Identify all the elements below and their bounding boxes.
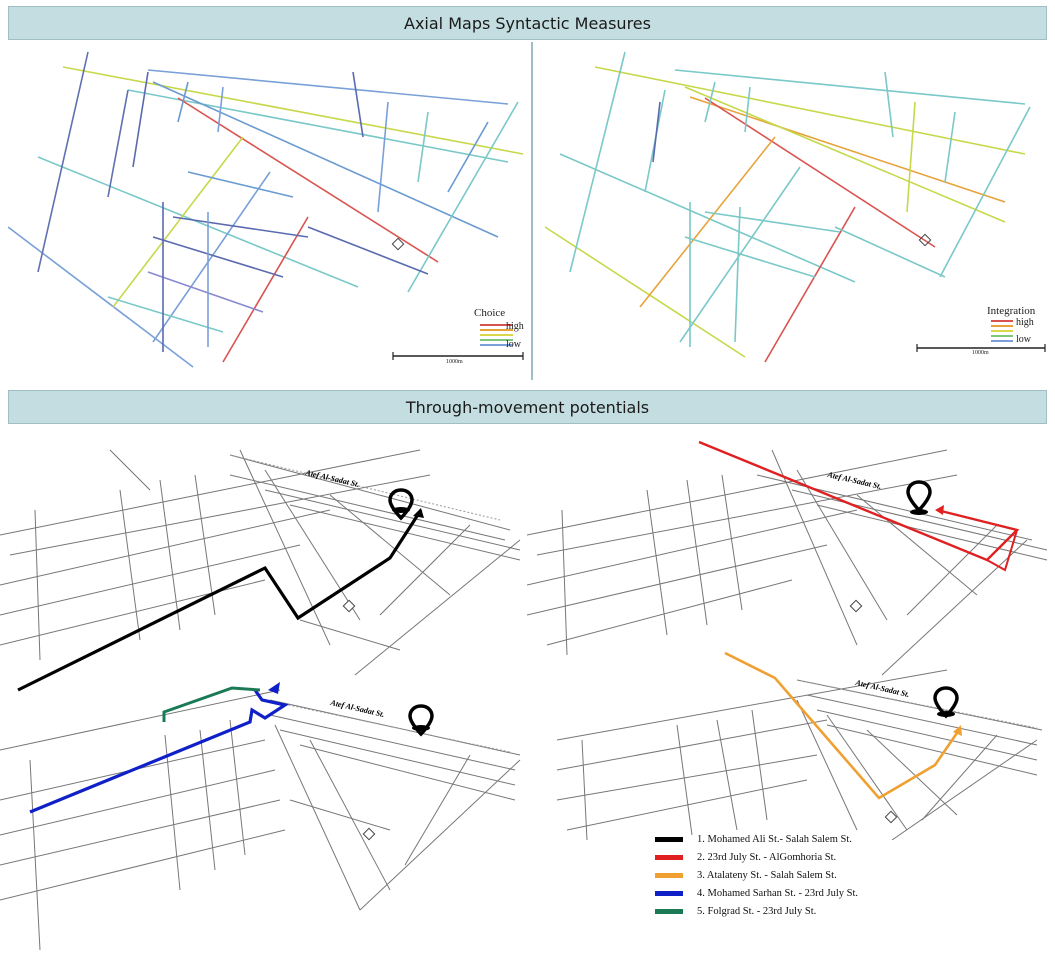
route-legend-item-1: 1. Mohamed Ali St.- Salah Salem St.: [655, 830, 955, 848]
route-legend-item-3: 3. Atalateny St. - Salah Salem St.: [655, 866, 955, 884]
integration-legend-low: low: [1016, 334, 1031, 345]
route-swatch-3: [655, 872, 683, 878]
choice-map-drawing: [8, 51, 524, 368]
section-header-axial-maps: Axial Maps Syntactic Measures: [8, 6, 1047, 40]
choice-legend-title: Choice: [474, 307, 506, 319]
route-swatch-2: [655, 854, 683, 860]
route-swatch-1: [655, 836, 683, 842]
panel-divider: [531, 42, 533, 380]
route-map-3: Atef Al-Sadat St.: [0, 660, 527, 960]
route-legend-item-5: 5. Folgrad St. - 23rd July St.: [655, 902, 955, 920]
integration-legend-high: high: [1016, 317, 1034, 328]
route-label-1: 1. Mohamed Ali St.- Salah Salem St.: [697, 833, 852, 845]
location-pin-icon-2: [906, 480, 932, 515]
choice-axial-map: Choice high low 1000m: [8, 42, 530, 380]
route-map-2: Atef Al-Sadat St.: [527, 430, 1055, 690]
route-map-1-drawing: [0, 449, 521, 692]
choice-legend-low: low: [506, 339, 521, 350]
route-legend: 1. Mohamed Ali St.- Salah Salem St. 2. 2…: [655, 830, 955, 920]
location-pin-icon-4: [933, 686, 959, 719]
integration-map-drawing: [544, 51, 1046, 363]
route-map-1: Atef Al-Sadat St.: [0, 430, 527, 700]
route-label-3: 3. Atalateny St. - Salah Salem St.: [697, 869, 837, 881]
route-label-5: 5. Folgrad St. - 23rd July St.: [697, 905, 817, 917]
section-header-through-movement-text: Through-movement potentials: [405, 397, 650, 417]
route-map-3-drawing: [0, 682, 521, 951]
integration-legend-title: Integration: [987, 305, 1036, 317]
route-swatch-4: [655, 890, 683, 896]
route-swatch-5: [655, 908, 683, 914]
integration-scale-label: 1000m: [972, 350, 989, 356]
route-legend-item-2: 2. 23rd July St. - AlGomhoria St.: [655, 848, 955, 866]
location-pin-icon-3: [408, 704, 434, 737]
route-legend-item-4: 4. Mohamed Sarhan St. - 23rd July St.: [655, 884, 955, 902]
route-label-4: 4. Mohamed Sarhan St. - 23rd July St.: [697, 887, 858, 899]
section-header-through-movement: Through-movement potentials: [8, 390, 1047, 424]
route-map-4-drawing: [556, 651, 1043, 840]
choice-scale-label: 1000m: [446, 359, 463, 365]
route-map-2-drawing: [527, 440, 1048, 676]
integration-axial-map: Integration high low 1000m: [535, 42, 1047, 380]
route-map-4: Atef Al-Sadat St.: [527, 640, 1055, 840]
route-label-2: 2. 23rd July St. - AlGomhoria St.: [697, 851, 837, 863]
location-pin-icon-1: [388, 488, 414, 521]
section-header-axial-maps-text: Axial Maps Syntactic Measures: [404, 13, 651, 33]
choice-legend-high: high: [506, 321, 524, 332]
